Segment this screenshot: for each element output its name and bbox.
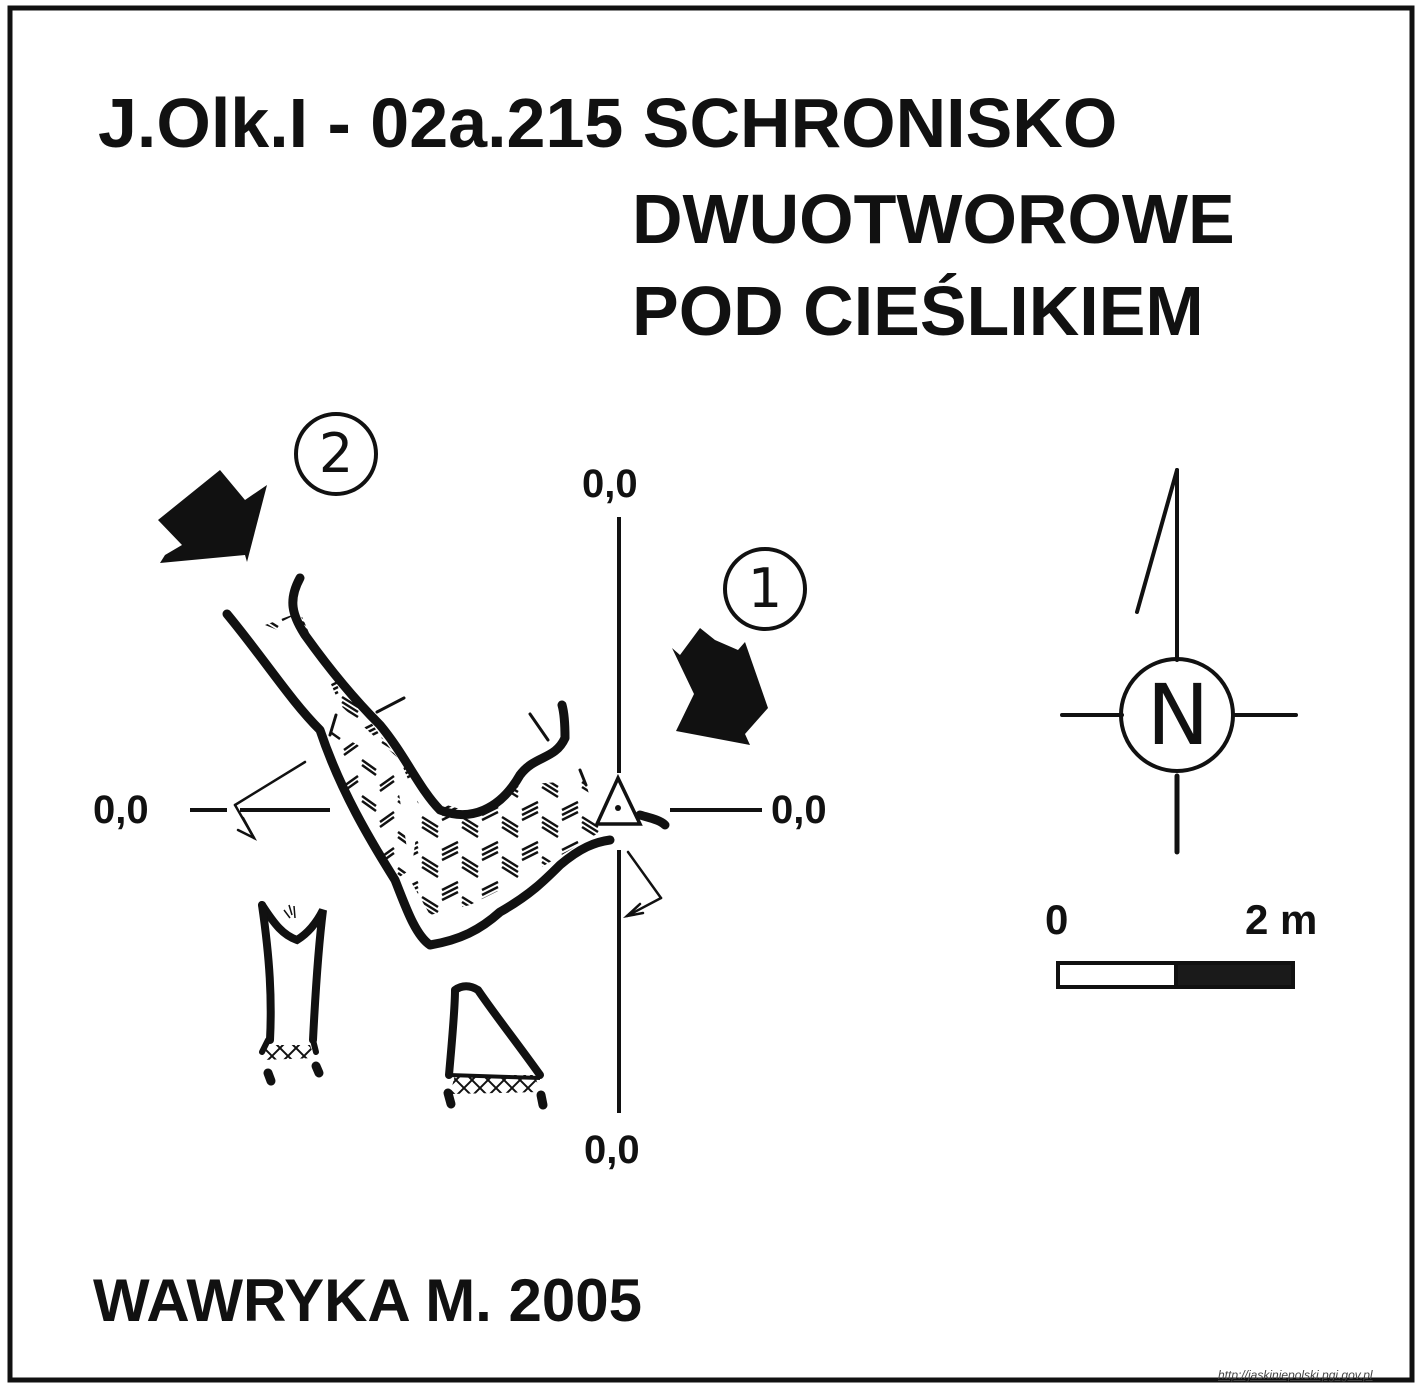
coordinate-label-bottom: 0,0 [584,1128,640,1172]
cave-title-line-1: J.Olk.I - 02a.215 SCHRONISKO [98,84,1118,162]
survey-station-icon [594,773,643,826]
entrance-2-circle [294,412,378,496]
entrance-arrow-2-icon [158,470,267,563]
scale-start-label: 0 [1045,896,1069,943]
cave-title-line-3: POD CIEŚLIKIEM [632,272,1204,350]
coordinate-label-right: 0,0 [771,788,827,832]
cave-floor-hatching [265,612,600,915]
coordinate-label-top: 0,0 [582,462,638,506]
cave-walls [222,573,670,950]
cross-section-left [258,901,327,1086]
cave-wall-ticks [328,696,588,787]
cave-wall-stub [635,810,670,830]
entrance-number-2: 2 [318,422,354,485]
scale-bar-icon [1056,961,1295,989]
cave-wall-lower [222,609,615,950]
author-credit: WAWRYKA M. 2005 [93,1267,642,1334]
cave-wall-upper [288,573,570,819]
section-marker-left [233,760,307,841]
section-marker-right [622,850,663,919]
cave-title-line-2: DWUOTWOROWE [632,180,1235,258]
entrance-number-1: 1 [747,557,783,620]
scale-end-label: 2 m [1245,896,1318,943]
north-letter: N [1146,666,1210,764]
cross-section-right [443,982,548,1110]
entrance-1-circle [723,547,807,631]
north-arrow-icon [1060,468,1298,855]
entrance-arrow-1-icon [672,628,768,745]
coordinate-label-left: 0,0 [93,788,149,832]
survey-cross [190,517,762,1113]
source-link[interactable]: http://jaskiniepolski.pgi.gov.pl [1218,1368,1373,1382]
page-frame [7,5,1415,1383]
